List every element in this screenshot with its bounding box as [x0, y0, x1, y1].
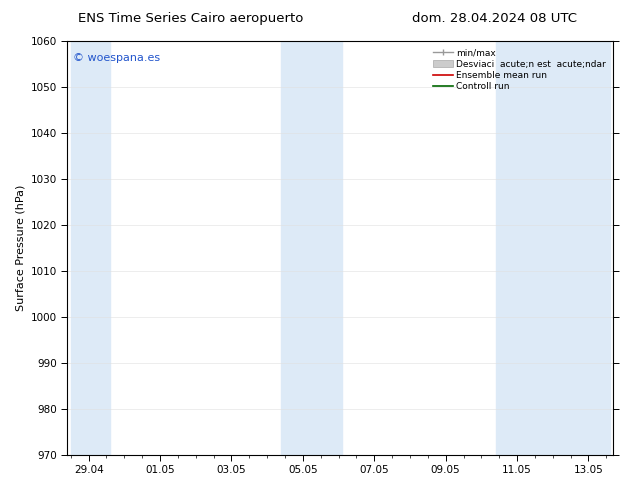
Text: © woespana.es: © woespana.es	[73, 53, 160, 64]
Bar	[281, 41, 342, 455]
Legend: min/max, Desviaci  acute;n est  acute;ndar, Ensemble mean run, Controll run: min/max, Desviaci acute;n est acute;ndar…	[430, 46, 609, 94]
Text: ENS Time Series Cairo aeropuerto: ENS Time Series Cairo aeropuerto	[77, 12, 303, 25]
Bar	[71, 41, 110, 455]
Bar	[496, 41, 610, 455]
Y-axis label: Surface Pressure (hPa): Surface Pressure (hPa)	[15, 185, 25, 311]
Text: dom. 28.04.2024 08 UTC: dom. 28.04.2024 08 UTC	[412, 12, 577, 25]
